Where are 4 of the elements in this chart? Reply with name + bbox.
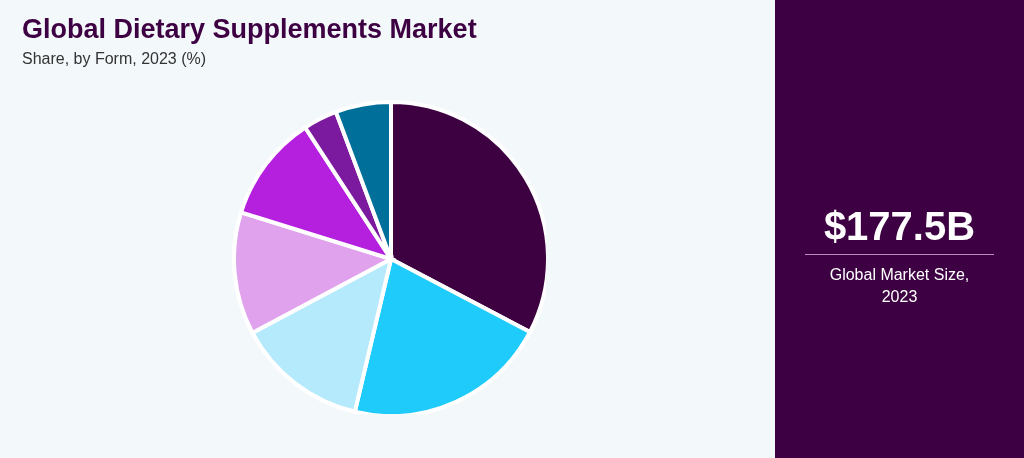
chart-subtitle: Share, by Form, 2023 (%) [22,50,207,68]
chart-title: Global Dietary Supplements Market [22,14,477,45]
text: Global Market Size, 2023 [828,265,971,307]
text: $177.5B [822,204,977,249]
